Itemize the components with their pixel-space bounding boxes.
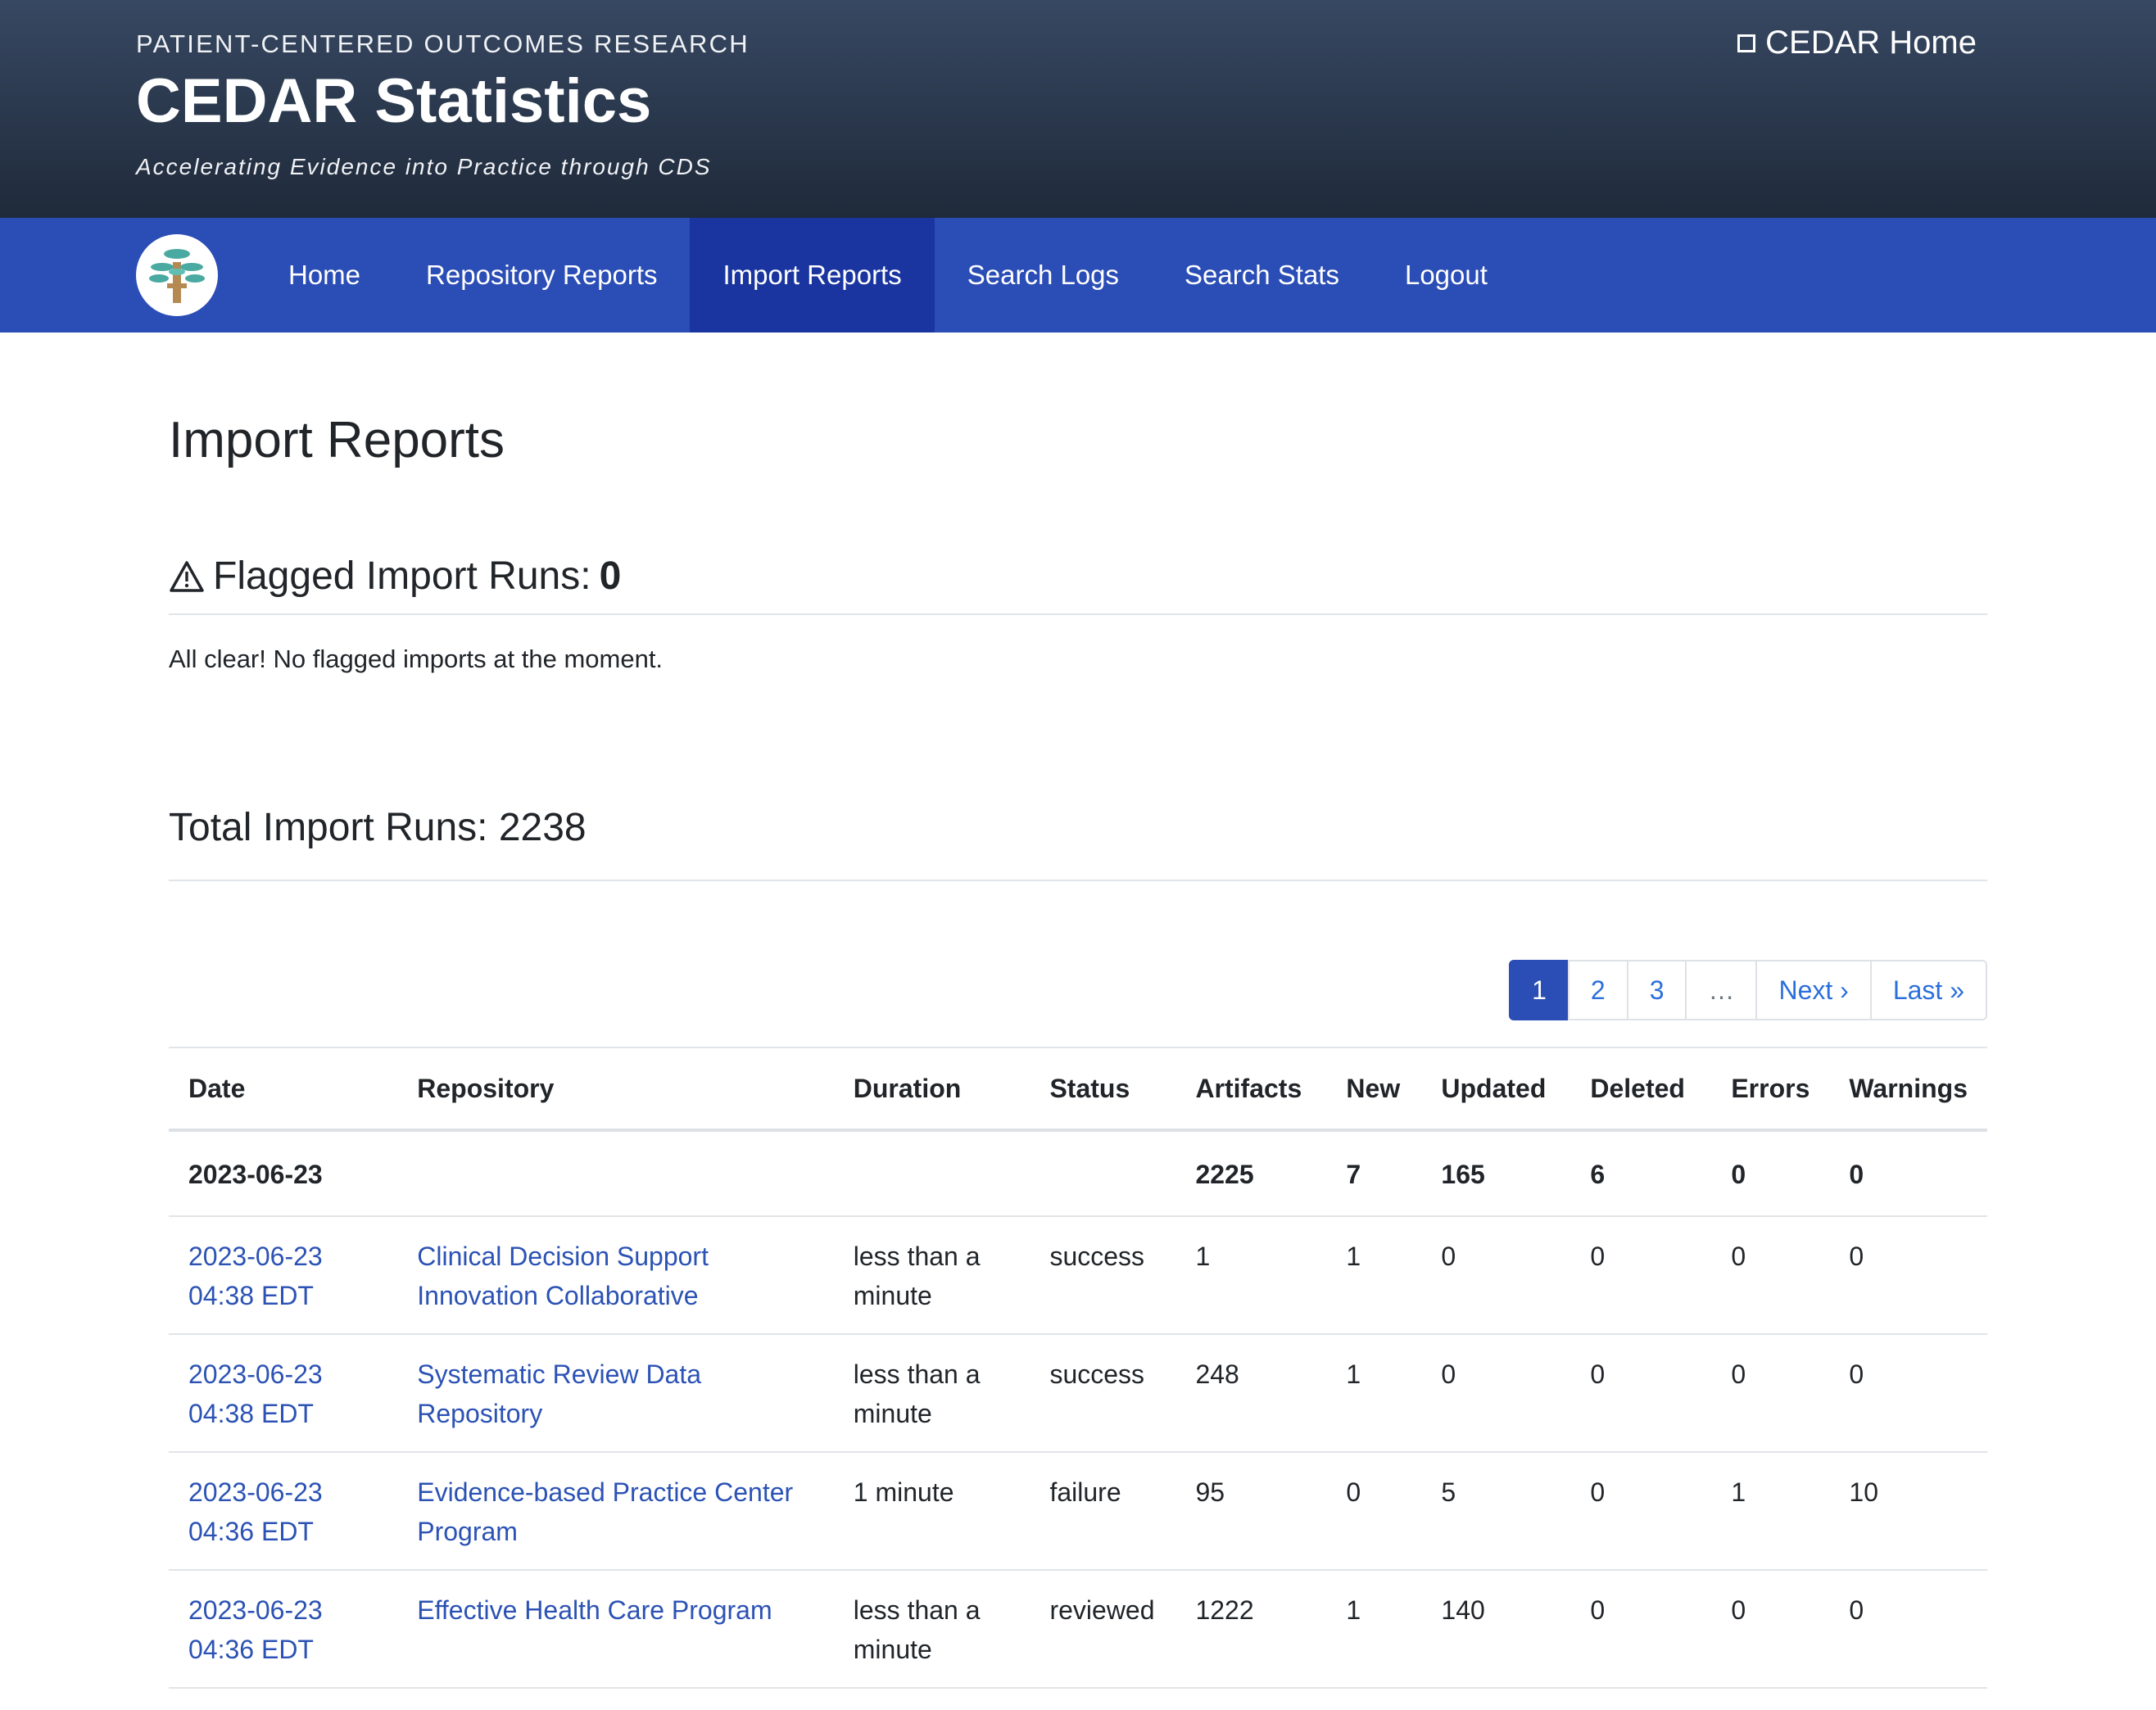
repository-link[interactable]: Effective Health Care Program (417, 1595, 772, 1625)
pagination: 1 2 3 … Next › Last » (169, 960, 1987, 1020)
col-artifacts: Artifacts (1175, 1047, 1326, 1130)
summary-date: 2023-06-23 (169, 1130, 397, 1216)
page-2-button[interactable]: 2 (1568, 960, 1628, 1020)
summary-row: 2023-06-23 2225 7 165 6 0 0 (169, 1130, 1987, 1216)
cedar-home-label: CEDAR Home (1765, 25, 1977, 61)
page-1-button[interactable]: 1 (1509, 960, 1569, 1020)
cedar-logo[interactable] (136, 234, 218, 316)
duration-cell: less than a minute (834, 1570, 1030, 1688)
table-row: 2023-06-23 04:38 EDT Clinical Decision Su… (169, 1216, 1987, 1334)
warning-icon (169, 560, 205, 593)
import-runs-table: Date Repository Duration Status Artifact… (169, 1047, 1987, 1689)
nav-logout[interactable]: Logout (1372, 218, 1520, 332)
errors-cell: 0 (1711, 1216, 1829, 1334)
repository-link[interactable]: Evidence-based Practice Center Program (417, 1477, 793, 1546)
total-runs-label: Total Import Runs: 2238 (169, 805, 587, 850)
total-runs-heading: Total Import Runs: 2238 (169, 805, 1987, 881)
updated-cell: 0 (1421, 1334, 1570, 1452)
site-title: CEDAR Statistics (136, 70, 750, 133)
flagged-label: Flagged Import Runs: (213, 554, 591, 599)
main-navbar: Home Repository Reports Import Reports S… (0, 218, 2156, 332)
col-updated: Updated (1421, 1047, 1570, 1130)
flagged-note: All clear! No flagged imports at the mom… (169, 645, 1987, 674)
col-repository: Repository (397, 1047, 834, 1130)
last-page-button[interactable]: Last » (1870, 960, 1987, 1020)
deleted-cell: 0 (1570, 1216, 1711, 1334)
cedar-home-link[interactable]: CEDAR Home (1737, 25, 1977, 61)
run-date-link[interactable]: 2023-06-23 04:36 EDT (188, 1595, 323, 1664)
nav-import-reports[interactable]: Import Reports (690, 218, 934, 332)
main-content: Import Reports Flagged Import Runs: 0 Al… (0, 332, 2156, 1689)
nav-repository-reports[interactable]: Repository Reports (393, 218, 690, 332)
status-cell: success (1030, 1334, 1175, 1452)
nav-home[interactable]: Home (256, 218, 393, 332)
summary-deleted: 6 (1570, 1130, 1711, 1216)
updated-cell: 5 (1421, 1452, 1570, 1570)
status-cell: reviewed (1030, 1570, 1175, 1688)
duration-cell: less than a minute (834, 1334, 1030, 1452)
summary-warnings: 0 (1829, 1130, 1987, 1216)
new-cell: 0 (1326, 1452, 1421, 1570)
page-3-button[interactable]: 3 (1627, 960, 1687, 1020)
warnings-cell: 0 (1829, 1334, 1987, 1452)
artifacts-cell: 1 (1175, 1216, 1326, 1334)
repository-link[interactable]: Systematic Review Data Repository (417, 1359, 701, 1428)
artifacts-cell: 1222 (1175, 1570, 1326, 1688)
table-header-row: Date Repository Duration Status Artifact… (169, 1047, 1987, 1130)
errors-cell: 0 (1711, 1334, 1829, 1452)
duration-cell: less than a minute (834, 1216, 1030, 1334)
repository-link[interactable]: Clinical Decision Support Innovation Col… (417, 1242, 709, 1310)
artifacts-cell: 95 (1175, 1452, 1326, 1570)
warnings-cell: 10 (1829, 1452, 1987, 1570)
deleted-cell: 0 (1570, 1452, 1711, 1570)
site-tagline: Accelerating Evidence into Practice thro… (136, 154, 750, 180)
col-deleted: Deleted (1570, 1047, 1711, 1130)
status-cell: success (1030, 1216, 1175, 1334)
run-date-link[interactable]: 2023-06-23 04:38 EDT (188, 1242, 323, 1310)
header-text: PATIENT-CENTERED OUTCOMES RESEARCH CEDAR… (136, 29, 750, 180)
table-row: 2023-06-23 04:38 EDT Systematic Review Da… (169, 1334, 1987, 1452)
nav-search-logs[interactable]: Search Logs (935, 218, 1152, 332)
summary-artifacts: 2225 (1175, 1130, 1326, 1216)
flagged-count: 0 (600, 554, 622, 599)
status-cell: failure (1030, 1452, 1175, 1570)
errors-cell: 1 (1711, 1452, 1829, 1570)
header-eyebrow: PATIENT-CENTERED OUTCOMES RESEARCH (136, 29, 750, 59)
flagged-heading: Flagged Import Runs: 0 (169, 554, 1987, 615)
deleted-cell: 0 (1570, 1334, 1711, 1452)
updated-cell: 0 (1421, 1216, 1570, 1334)
run-date-link[interactable]: 2023-06-23 04:38 EDT (188, 1359, 323, 1428)
summary-errors: 0 (1711, 1130, 1829, 1216)
table-row: 2023-06-23 04:36 EDT Evidence-based Pract… (169, 1452, 1987, 1570)
run-date-link[interactable]: 2023-06-23 04:36 EDT (188, 1477, 323, 1546)
new-cell: 1 (1326, 1216, 1421, 1334)
external-link-icon (1737, 34, 1755, 52)
errors-cell: 0 (1711, 1570, 1829, 1688)
nav-search-stats[interactable]: Search Stats (1152, 218, 1372, 332)
pagination-ellipsis: … (1685, 960, 1757, 1020)
col-duration: Duration (834, 1047, 1030, 1130)
site-header: PATIENT-CENTERED OUTCOMES RESEARCH CEDAR… (0, 0, 2156, 218)
col-status: Status (1030, 1047, 1175, 1130)
duration-cell: 1 minute (834, 1452, 1030, 1570)
tree-icon (143, 241, 211, 310)
warnings-cell: 0 (1829, 1216, 1987, 1334)
deleted-cell: 0 (1570, 1570, 1711, 1688)
page-title: Import Reports (169, 332, 1987, 468)
new-cell: 1 (1326, 1570, 1421, 1688)
col-errors: Errors (1711, 1047, 1829, 1130)
summary-new: 7 (1326, 1130, 1421, 1216)
artifacts-cell: 248 (1175, 1334, 1326, 1452)
summary-updated: 165 (1421, 1130, 1570, 1216)
updated-cell: 140 (1421, 1570, 1570, 1688)
col-date: Date (169, 1047, 397, 1130)
warnings-cell: 0 (1829, 1570, 1987, 1688)
table-row: 2023-06-23 04:36 EDT Effective Health Car… (169, 1570, 1987, 1688)
new-cell: 1 (1326, 1334, 1421, 1452)
next-page-button[interactable]: Next › (1755, 960, 1871, 1020)
col-warnings: Warnings (1829, 1047, 1987, 1130)
col-new: New (1326, 1047, 1421, 1130)
